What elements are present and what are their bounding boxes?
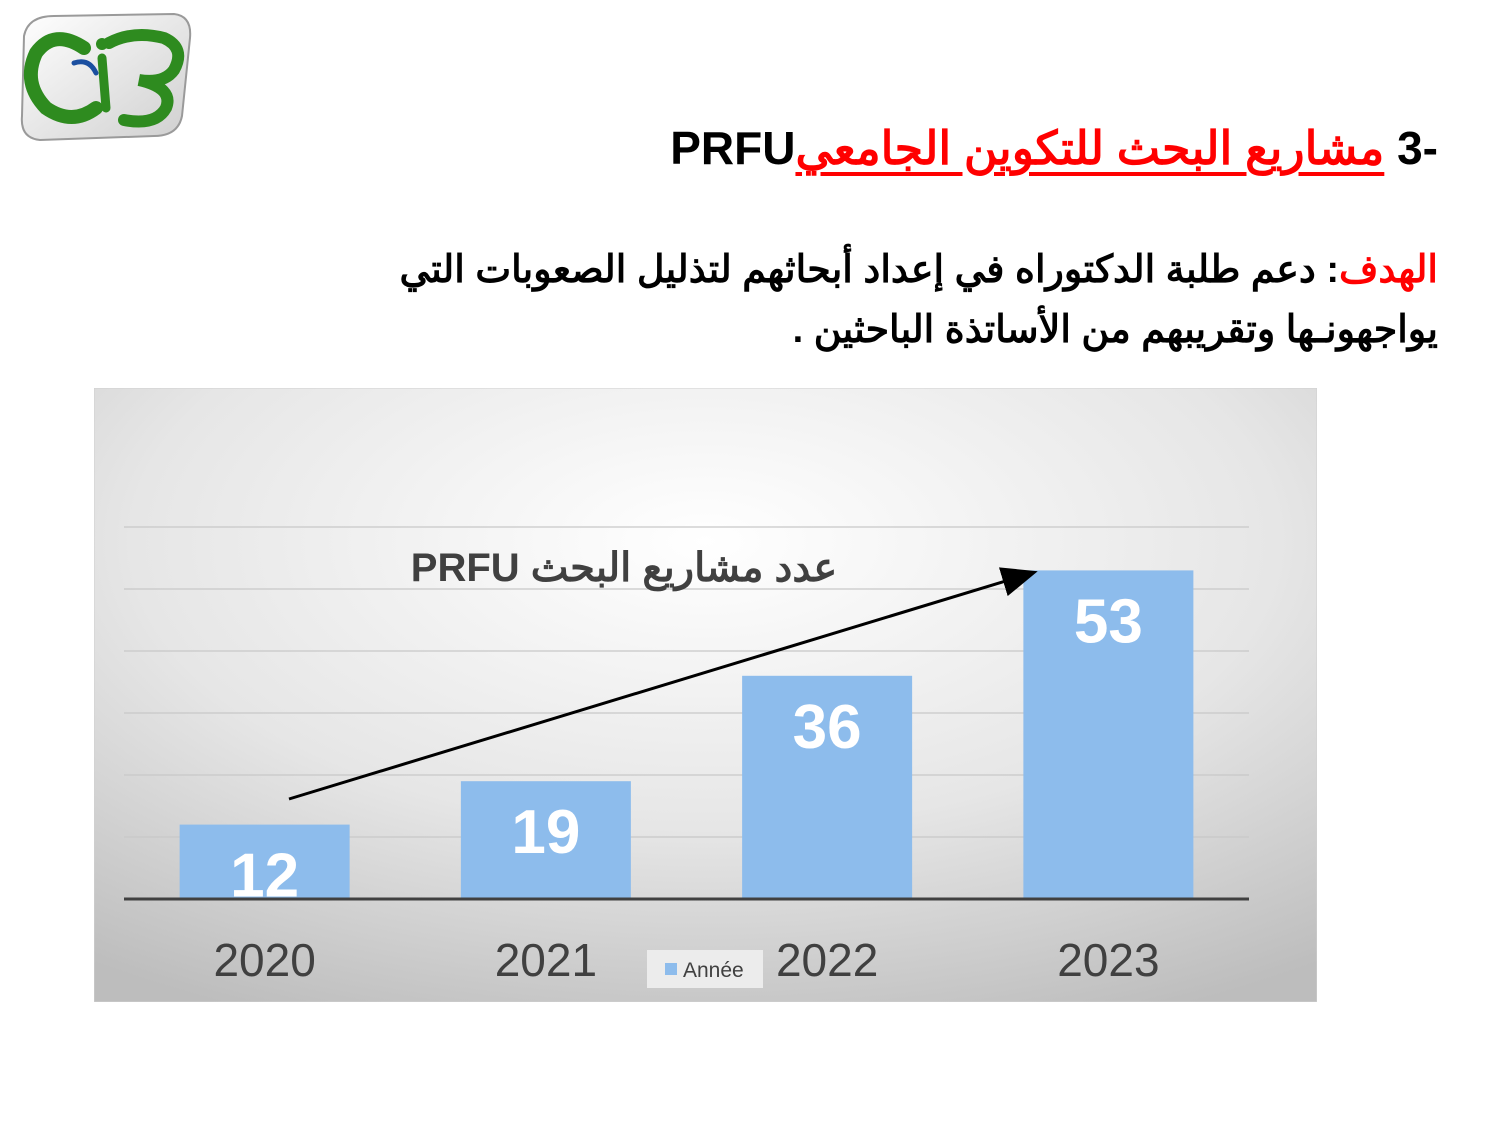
x-tick-label: 2022 — [776, 934, 878, 986]
legend-label: Année — [683, 959, 744, 982]
bar-value-label: 19 — [511, 798, 580, 867]
chart-title-acronym: PRFU — [411, 546, 520, 590]
chart-title-arabic: عدد مشاريع البحث — [531, 546, 837, 592]
goal-paragraph: الهدف: دعم طلبة الدكتوراه في إعداد أبحاث… — [348, 240, 1439, 360]
title-number: 3- — [1397, 122, 1438, 174]
legend: Année — [647, 950, 763, 988]
title-arabic: مشاريع البحث للتكوين الجامعي — [795, 122, 1385, 174]
title-acronym: PRFU — [670, 122, 796, 174]
university-logo-icon — [20, 12, 192, 142]
legend-swatch — [665, 963, 677, 975]
trend-arrow — [288, 567, 1038, 801]
chart-title: عدد مشاريع البحث PRFU — [411, 546, 837, 592]
bar-value-label: 53 — [1074, 587, 1143, 656]
goal-colon: : — [1326, 249, 1339, 291]
x-tick-labels: 2020 2021 2022 2023 — [213, 934, 1159, 986]
x-tick-label: 2023 — [1057, 934, 1159, 986]
bar-2021 — [460, 781, 631, 899]
goal-text: دعم طلبة الدكتوراه في إعداد أبحاثهم لتذل… — [399, 249, 1439, 351]
bar-2022 — [742, 675, 913, 899]
slide-title: 3- مشاريع البحث للتكوين الجامعيPRFU — [338, 118, 1438, 178]
bar-value-label: 36 — [793, 693, 862, 762]
x-tick-label: 2021 — [495, 934, 597, 986]
goal-label: الهدف — [1339, 249, 1438, 291]
bar-2020 — [179, 824, 350, 899]
x-tick-label: 2020 — [213, 934, 315, 986]
bar-2023 — [1023, 570, 1194, 899]
